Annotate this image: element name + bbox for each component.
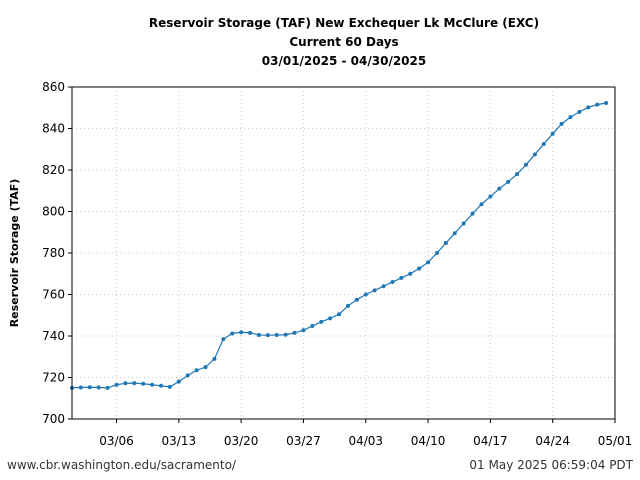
data-point bbox=[434, 251, 439, 255]
data-point bbox=[105, 385, 110, 390]
data-point bbox=[194, 368, 199, 373]
data-point bbox=[150, 382, 155, 387]
data-point bbox=[292, 330, 297, 335]
data-point bbox=[319, 319, 324, 324]
data-point bbox=[559, 121, 564, 126]
data-point bbox=[523, 162, 528, 167]
series-line bbox=[71, 102, 607, 389]
data-point bbox=[185, 373, 190, 378]
data-point bbox=[301, 328, 306, 333]
x-tick-label: 05/01 bbox=[598, 434, 633, 448]
x-tick-label: 03/13 bbox=[162, 434, 197, 448]
x-axis: 03/06 03/13 03/20 03/27 04/03 04/10 04/17 04/24… bbox=[99, 419, 632, 448]
data-point bbox=[443, 241, 448, 246]
data-point bbox=[310, 324, 315, 329]
data-point bbox=[452, 231, 457, 236]
data-point bbox=[239, 330, 244, 335]
data-point bbox=[577, 109, 582, 114]
y-axis-label: Reservoir Storage (TAF) bbox=[8, 179, 21, 328]
data-point bbox=[328, 316, 333, 321]
x-tick-label: 03/06 bbox=[99, 434, 134, 448]
data-point bbox=[399, 275, 404, 280]
data-point bbox=[479, 202, 484, 207]
data-point bbox=[426, 260, 431, 265]
chart-date-range: 03/01/2025 - 04/30/2025 bbox=[262, 54, 426, 68]
y-tick-label: 740 bbox=[42, 329, 65, 343]
y-tick-label: 860 bbox=[42, 80, 65, 94]
data-point bbox=[586, 105, 591, 110]
y-tick-label: 720 bbox=[42, 371, 65, 385]
y-tick-label: 760 bbox=[42, 288, 65, 302]
data-point bbox=[372, 288, 377, 293]
data-point bbox=[568, 115, 573, 120]
data-point bbox=[212, 356, 217, 361]
data-point bbox=[96, 385, 101, 390]
data-point bbox=[390, 280, 395, 285]
data-point bbox=[595, 102, 600, 107]
y-tick-label: 700 bbox=[42, 412, 65, 426]
data-point bbox=[604, 100, 609, 105]
data-point bbox=[78, 385, 83, 390]
x-tick-label: 04/03 bbox=[348, 434, 383, 448]
data-point bbox=[354, 297, 359, 302]
data-point bbox=[283, 332, 288, 337]
x-tick-label: 03/20 bbox=[224, 434, 259, 448]
x-tick-label: 03/27 bbox=[286, 434, 321, 448]
data-point bbox=[176, 379, 181, 384]
data-point bbox=[337, 312, 342, 317]
plot-area-frame bbox=[71, 86, 616, 420]
data-point bbox=[515, 172, 520, 177]
data-point bbox=[141, 381, 146, 386]
chart-subtitle: Current 60 Days bbox=[289, 35, 398, 49]
footer-timestamp: 01 May 2025 06:59:04 PDT bbox=[469, 458, 633, 472]
series-layer bbox=[70, 100, 609, 390]
y-tick-label: 780 bbox=[42, 246, 65, 260]
footer-source-url[interactable]: www.cbr.washington.edu/sacramento/ bbox=[7, 458, 236, 472]
data-point bbox=[532, 152, 537, 157]
data-point bbox=[417, 266, 422, 271]
data-point bbox=[550, 131, 555, 136]
data-point bbox=[363, 292, 368, 297]
data-point bbox=[274, 332, 279, 337]
data-point bbox=[381, 284, 386, 289]
data-point bbox=[256, 332, 261, 337]
data-point bbox=[123, 381, 128, 386]
grid-lines bbox=[72, 86, 616, 420]
data-point bbox=[87, 385, 92, 390]
data-point bbox=[132, 381, 137, 386]
x-tick-label: 04/17 bbox=[473, 434, 508, 448]
data-point bbox=[488, 194, 493, 199]
y-tick-label: 840 bbox=[42, 122, 65, 136]
data-point bbox=[408, 271, 413, 276]
data-point bbox=[159, 383, 164, 388]
data-point bbox=[265, 333, 270, 338]
data-point bbox=[221, 337, 226, 342]
data-point bbox=[506, 179, 511, 184]
x-tick-label: 04/10 bbox=[411, 434, 446, 448]
data-point bbox=[230, 331, 235, 336]
y-tick-label: 800 bbox=[42, 205, 65, 219]
y-tick-label: 820 bbox=[42, 163, 65, 177]
chart-title: Reservoir Storage (TAF) New Exchequer Lk… bbox=[149, 16, 539, 30]
data-point bbox=[248, 330, 253, 335]
data-point bbox=[345, 303, 350, 308]
x-tick-label: 04/24 bbox=[535, 434, 570, 448]
data-point bbox=[541, 142, 546, 147]
data-point bbox=[470, 211, 475, 216]
data-point bbox=[203, 365, 208, 370]
data-point bbox=[114, 382, 119, 387]
y-axis: 700 720 740 760 780 800 820 840 860 bbox=[42, 80, 72, 426]
data-point bbox=[167, 384, 172, 389]
data-point bbox=[497, 186, 502, 191]
data-point bbox=[461, 221, 466, 226]
